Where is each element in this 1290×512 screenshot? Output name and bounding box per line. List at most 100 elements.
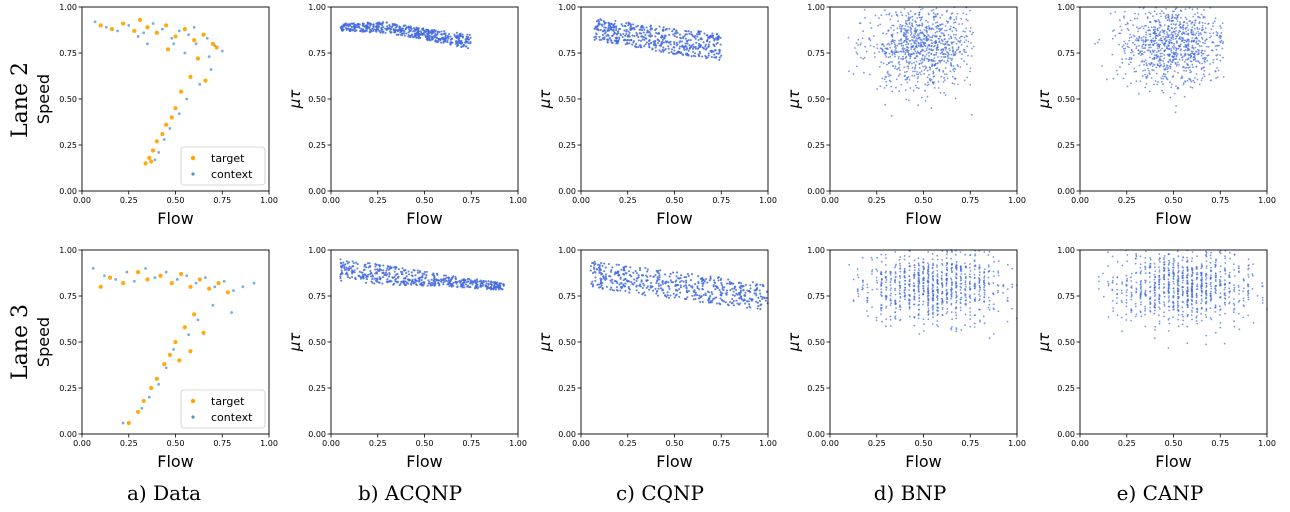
prediction-point [907, 12, 909, 14]
prediction-point [932, 305, 934, 308]
prediction-point [615, 289, 619, 292]
prediction-point [1213, 20, 1216, 23]
prediction-point [983, 283, 985, 285]
prediction-point [911, 66, 914, 69]
prediction-point [1172, 59, 1174, 61]
prediction-point [916, 77, 919, 80]
prediction-point [1204, 39, 1207, 42]
prediction-point [1141, 53, 1144, 56]
prediction-point [983, 275, 986, 278]
prediction-point [601, 287, 604, 290]
prediction-point [625, 265, 628, 268]
prediction-point [743, 299, 746, 302]
prediction-point [1215, 48, 1218, 51]
prediction-point [348, 265, 351, 268]
prediction-point [749, 287, 752, 290]
prediction-point [632, 41, 635, 44]
prediction-point [624, 43, 627, 46]
prediction-point [748, 305, 751, 308]
prediction-point [936, 13, 939, 15]
target-point [192, 312, 197, 317]
prediction-point [868, 38, 870, 40]
prediction-point [617, 30, 620, 33]
prediction-point [618, 36, 621, 39]
prediction-point [1181, 26, 1184, 29]
prediction-point [1122, 44, 1125, 47]
prediction-point [440, 30, 443, 33]
prediction-point [591, 262, 594, 265]
prediction-point [694, 45, 697, 48]
prediction-point [411, 36, 414, 39]
prediction-point [964, 299, 967, 302]
prediction-point [444, 32, 447, 35]
prediction-point [943, 38, 946, 41]
prediction-point [669, 43, 672, 46]
prediction-point [1130, 49, 1133, 51]
prediction-point [591, 285, 594, 288]
prediction-point [871, 306, 873, 308]
prediction-point [922, 38, 925, 40]
prediction-point [456, 43, 459, 47]
prediction-point [1180, 77, 1182, 80]
prediction-point [917, 286, 920, 289]
prediction-point [1215, 77, 1217, 79]
prediction-point [913, 284, 916, 287]
prediction-point [425, 28, 429, 31]
prediction-point [423, 273, 426, 276]
prediction-point [1198, 28, 1201, 30]
prediction-point [645, 286, 648, 289]
prediction-point [1118, 43, 1120, 46]
prediction-point [950, 295, 953, 297]
prediction-point [622, 279, 625, 282]
prediction-point [933, 41, 935, 44]
prediction-point [1180, 43, 1182, 46]
prediction-point [1165, 77, 1168, 80]
prediction-point [1163, 62, 1166, 65]
prediction-point [910, 27, 912, 30]
prediction-point [1203, 56, 1206, 59]
prediction-point [345, 268, 348, 271]
prediction-point [1171, 15, 1174, 18]
prediction-point [1189, 56, 1192, 59]
prediction-point [408, 26, 411, 29]
prediction-point [927, 277, 930, 279]
prediction-point [1157, 64, 1160, 67]
prediction-point [596, 24, 599, 27]
prediction-point [667, 47, 670, 50]
target-point [188, 284, 193, 289]
prediction-point [378, 29, 381, 32]
prediction-point [920, 73, 922, 76]
prediction-point [673, 46, 676, 49]
prediction-point [443, 30, 446, 33]
prediction-point [913, 324, 916, 327]
prediction-point [928, 26, 931, 29]
prediction-point [353, 271, 356, 274]
prediction-point [638, 44, 641, 47]
prediction-point [696, 47, 699, 50]
prediction-point [1135, 47, 1138, 50]
prediction-point [1165, 35, 1167, 38]
prediction-point [701, 287, 704, 290]
prediction-point [1178, 37, 1180, 40]
prediction-point [1188, 41, 1190, 43]
prediction-point [1208, 73, 1211, 76]
prediction-point [1159, 49, 1162, 51]
prediction-point [421, 27, 424, 30]
target-point [195, 56, 201, 61]
target-point [141, 398, 146, 403]
prediction-point [656, 279, 659, 282]
prediction-point [944, 56, 946, 58]
prediction-point [423, 270, 426, 274]
prediction-point [920, 70, 923, 72]
prediction-point [449, 38, 452, 41]
prediction-point [934, 13, 937, 16]
context-point [144, 267, 147, 270]
prediction-point [982, 315, 985, 318]
prediction-point [675, 279, 678, 282]
y-tick-label: 1.00 [807, 3, 825, 12]
prediction-point [978, 284, 981, 287]
prediction-point [1139, 50, 1142, 53]
y-tick-label: 1.00 [308, 246, 326, 255]
prediction-point [599, 18, 602, 21]
context-point [136, 35, 140, 38]
